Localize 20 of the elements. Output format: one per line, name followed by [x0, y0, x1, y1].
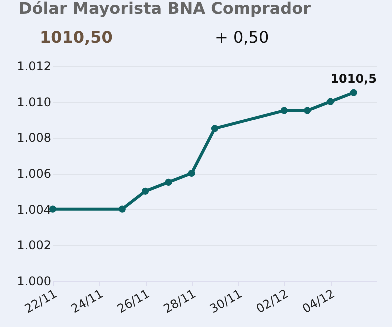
y-tick-label: 1.006 [17, 167, 52, 181]
point [118, 206, 126, 213]
y-tick-label: 1.008 [17, 131, 52, 146]
point [327, 98, 334, 106]
y-tick-label: 1.000 [17, 274, 52, 288]
chart-title: Dólar Mayorista BNA Comprador [19, 0, 312, 18]
point [211, 125, 219, 132]
y-tick-label: 1.004 [17, 202, 52, 217]
y-tick-label: 1.012 [17, 60, 52, 74]
point [350, 89, 358, 96]
data-label: 1010,5 [330, 72, 378, 86]
text: 1010,50 [40, 28, 113, 47]
point [165, 178, 172, 186]
point [142, 188, 150, 195]
y-tick-label: 1.002 [17, 238, 52, 253]
point [304, 107, 312, 114]
y-tick-label: 1.010 [17, 95, 52, 110]
point [280, 107, 288, 114]
point [188, 170, 196, 178]
text: + 0,50 [215, 28, 270, 47]
